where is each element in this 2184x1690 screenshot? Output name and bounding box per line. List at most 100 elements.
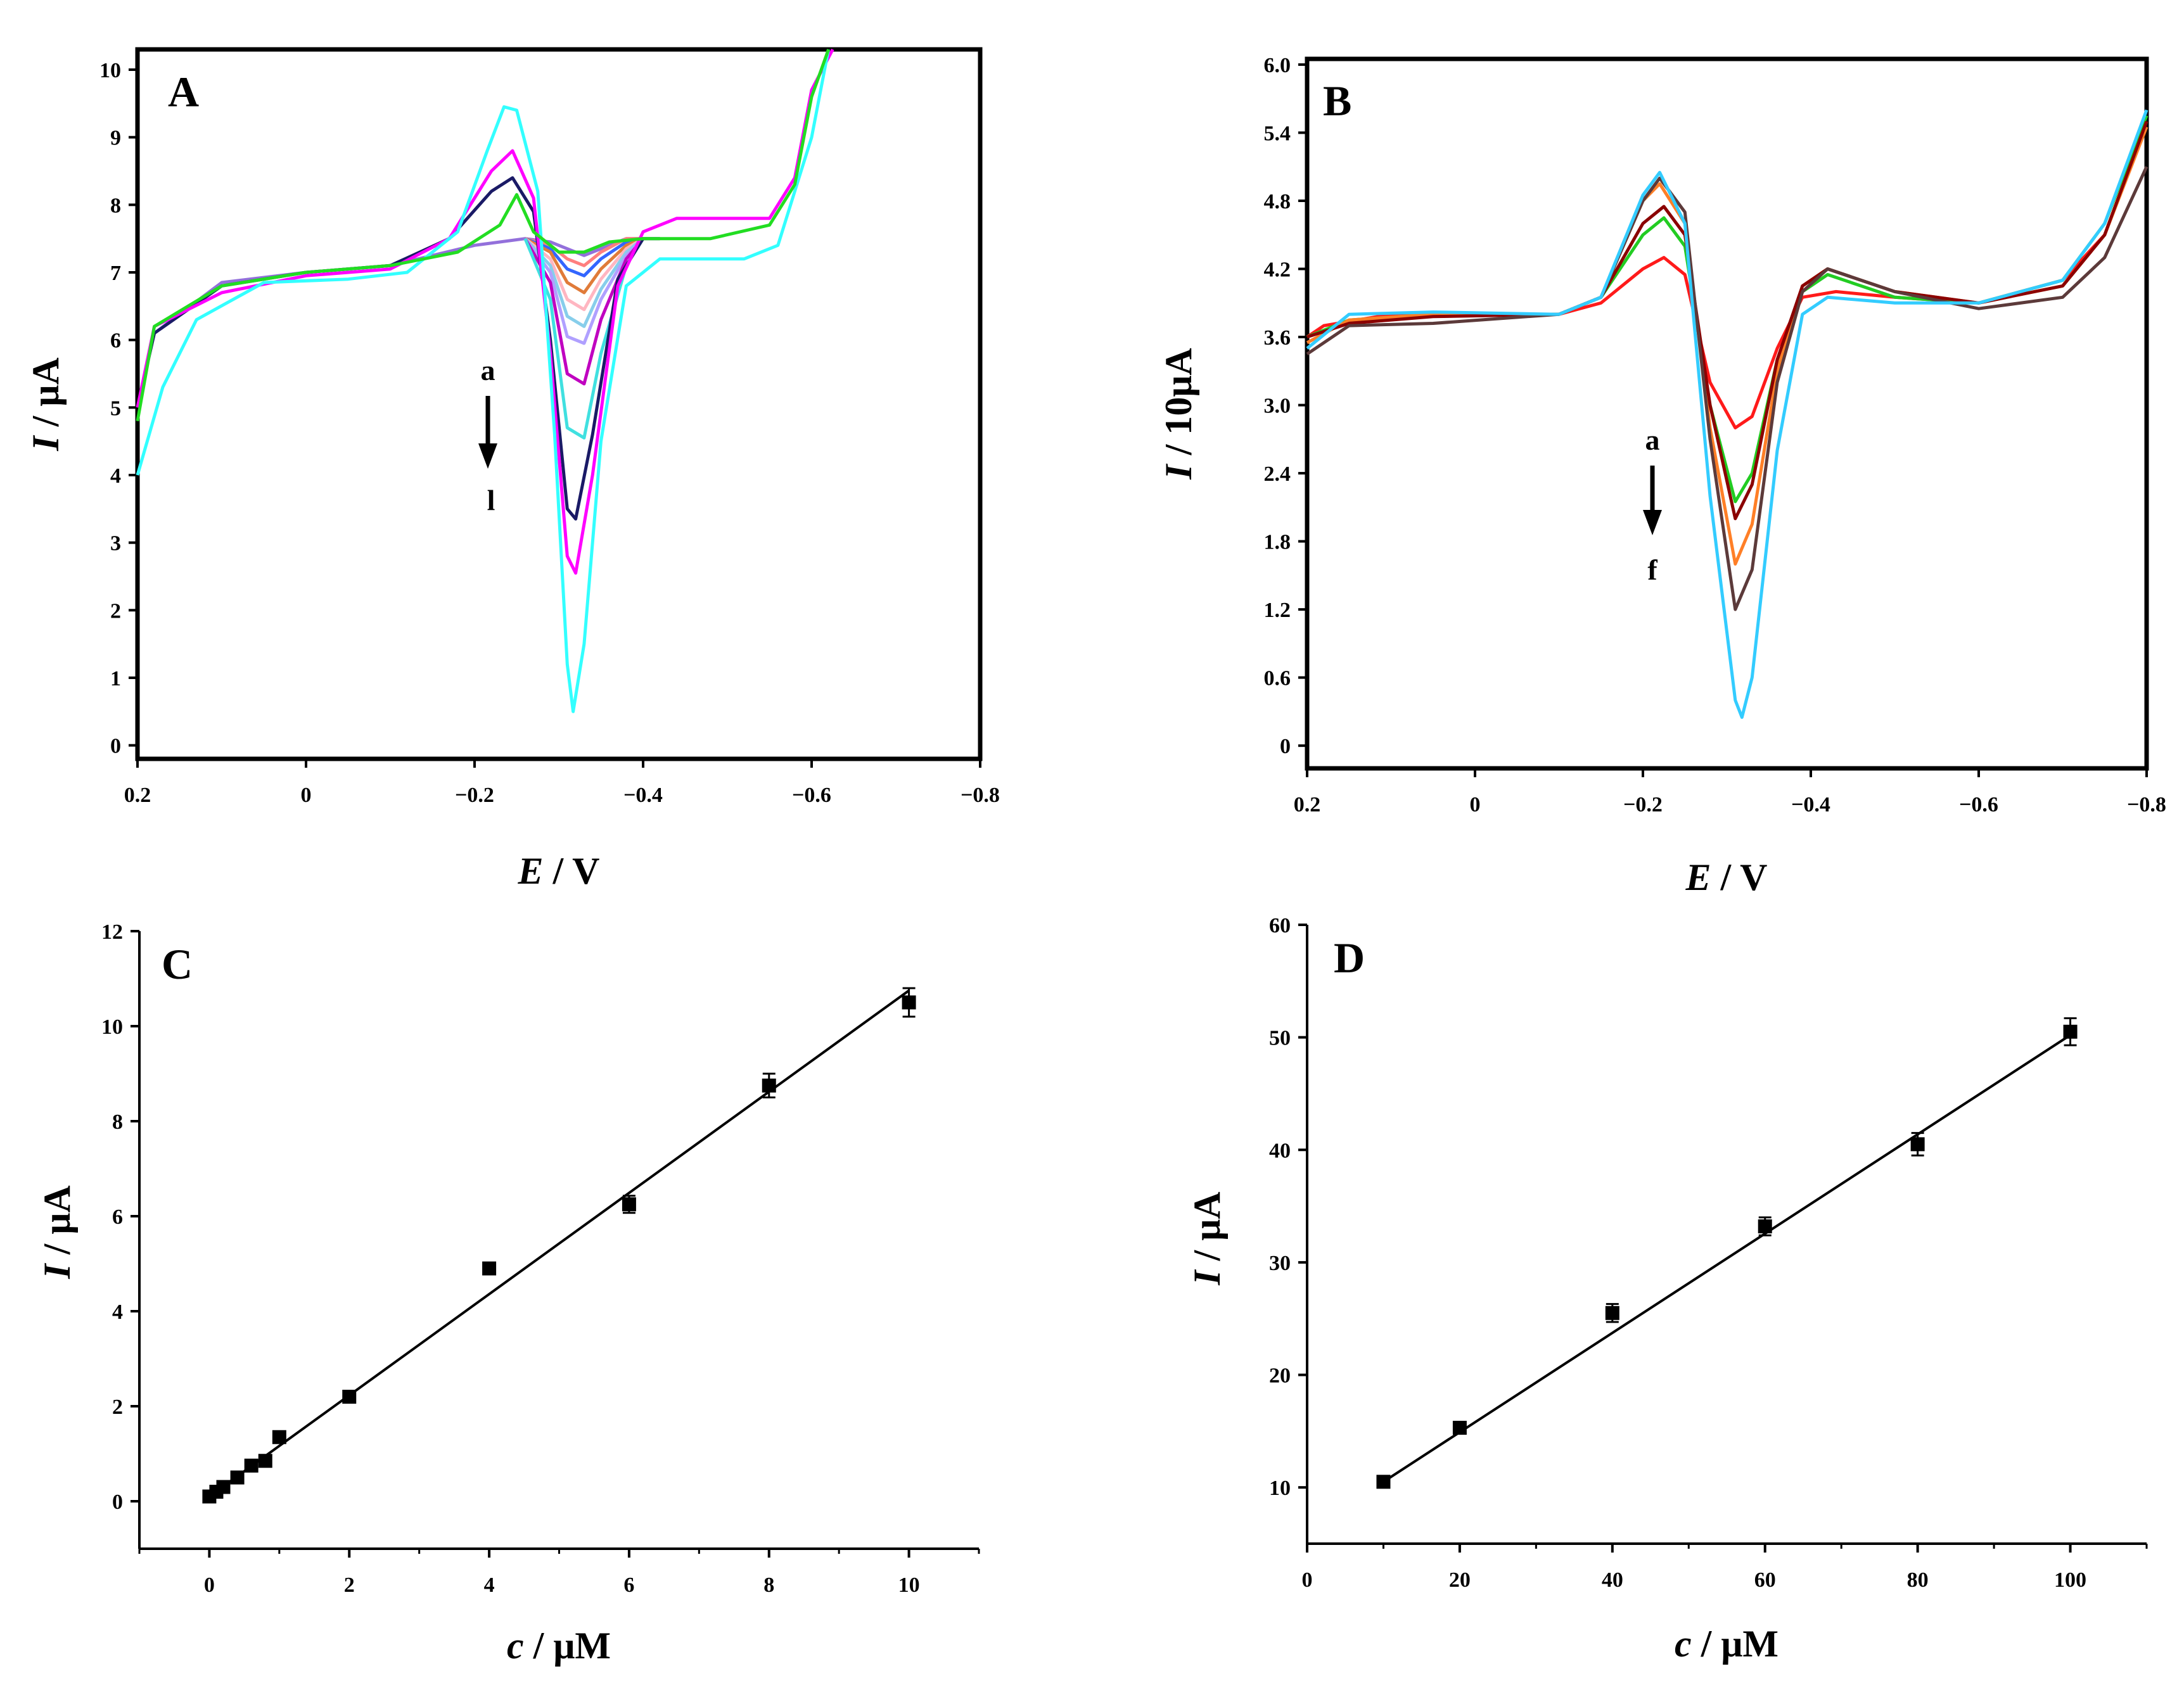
series-line-j xyxy=(136,176,660,521)
x-tick-label: 80 xyxy=(1907,1568,1929,1592)
y-tick-label: 60 xyxy=(1269,914,1291,937)
chart-panel-d: D 0 20 40 60 80 100 10 20 30 40 50 60 c / μM I / μA xyxy=(1186,914,2148,1665)
x-tick-label: −0.4 xyxy=(623,784,663,807)
series-line-e xyxy=(524,237,644,312)
y-tick-label: 6 xyxy=(110,329,121,353)
y-axis-label: I / 10μA xyxy=(1158,348,1199,480)
data-point xyxy=(902,995,916,1010)
y-tick-label: 3.0 xyxy=(1264,395,1291,418)
series-line-g xyxy=(523,237,644,345)
data-point xyxy=(1452,1421,1467,1435)
y-tick-label: 9 xyxy=(110,127,121,150)
x-tick-label: 60 xyxy=(1754,1568,1776,1592)
y-tick-label: 12 xyxy=(101,920,123,944)
data-point xyxy=(482,1261,497,1276)
y-tick-label: 6.0 xyxy=(1264,54,1291,77)
y-tick-label: 0 xyxy=(112,1490,123,1514)
annotation-arrow-head xyxy=(478,443,497,469)
x-tick-label: 0 xyxy=(1470,793,1481,816)
data-points-group xyxy=(202,987,916,1504)
data-point xyxy=(622,1197,636,1212)
y-tick-label: 10 xyxy=(101,1015,123,1039)
annotation-arrow-head xyxy=(1643,510,1662,535)
y-tick-label: 3 xyxy=(110,532,121,556)
x-tick-label: 10 xyxy=(898,1573,920,1597)
y-tick-label: 1.2 xyxy=(1264,599,1291,622)
x-tick-label: 8 xyxy=(763,1573,774,1597)
x-tick-label: −0.2 xyxy=(455,784,494,807)
y-tick-label: 2 xyxy=(110,599,121,623)
y-tick-label: 40 xyxy=(1269,1139,1291,1162)
x-tick-label: 4 xyxy=(484,1573,495,1597)
x-tick-label: 0 xyxy=(301,784,312,807)
data-point xyxy=(1910,1137,1925,1152)
x-tick-label: −0.4 xyxy=(1791,793,1830,816)
axis-ticks: 0.2 0 −0.2 −0.4 −0.6 −0.8 0 0.6 1.2 1.8 2.4 3.0 3.6 4… xyxy=(1264,54,2166,816)
y-tick-label: 2.4 xyxy=(1264,462,1291,486)
fit-line xyxy=(208,989,910,1498)
annotation-start-label: a xyxy=(481,354,495,386)
panel-label: A xyxy=(168,68,199,116)
data-point xyxy=(244,1458,259,1473)
series-line-d xyxy=(1306,120,2149,521)
series-line-h xyxy=(523,238,644,386)
y-tick-label: 10 xyxy=(1269,1477,1291,1500)
data-point xyxy=(272,1430,286,1444)
x-tick-label: 20 xyxy=(1449,1568,1471,1592)
y-tick-label: 5 xyxy=(110,397,121,420)
plot-frame xyxy=(135,47,983,761)
y-tick-label: 1.8 xyxy=(1264,531,1291,554)
trend-annotation: a f xyxy=(1643,424,1662,586)
y-tick-label: 4 xyxy=(112,1300,123,1324)
panel-label: D xyxy=(1334,934,1365,982)
x-tick-label: −0.8 xyxy=(2127,793,2166,816)
series-line-green xyxy=(136,49,830,422)
chart-panel-a: A 0.2 0 −0.2 −0.4 −0.6 −0.8 0 1 2 3 4 5 6 7 8 9 10 a l E… xyxy=(25,47,1000,892)
y-tick-label: 6 xyxy=(112,1205,123,1229)
fit-line xyxy=(1383,1034,2071,1483)
x-tick-label: 0 xyxy=(1302,1568,1313,1592)
series-line-k xyxy=(136,48,834,575)
axis-ticks: 0.2 0 −0.2 −0.4 −0.6 −0.8 0 1 2 3 4 5 6 7 8 9 10 xyxy=(99,59,1000,807)
series-line-d xyxy=(524,237,644,295)
axis-ticks: 0 20 40 60 80 100 10 20 30 40 50 60 xyxy=(1269,914,2148,1592)
data-point xyxy=(1376,1475,1391,1489)
y-tick-label: 4.2 xyxy=(1264,258,1291,282)
series-line-c xyxy=(524,237,644,277)
y-tick-label: 4.8 xyxy=(1264,190,1291,213)
series-line-c xyxy=(1306,126,2149,566)
y-tick-label: 8 xyxy=(112,1110,123,1134)
y-tick-label: 2 xyxy=(112,1395,123,1419)
chart-panel-b: B 0.2 0 −0.2 −0.4 −0.6 −0.8 0 0.6 1.2 1.8 2.4 3.0 3.… xyxy=(1158,54,2166,898)
y-tick-label: 5.4 xyxy=(1264,122,1291,145)
y-tick-label: 0 xyxy=(110,735,121,758)
annotation-end-label: l xyxy=(487,484,495,516)
y-tick-label: 50 xyxy=(1269,1027,1291,1050)
y-axis-label: I / μA xyxy=(36,1185,78,1279)
y-tick-label: 20 xyxy=(1269,1364,1291,1388)
x-tick-label: −0.2 xyxy=(1623,793,1663,816)
x-axis-label: E / V xyxy=(518,850,600,892)
axis-ticks: 0 2 4 6 8 10 0 2 4 6 8 10 12 xyxy=(101,920,980,1597)
y-axis-label: I / μA xyxy=(25,357,67,451)
fit-line-group xyxy=(208,989,910,1498)
x-tick-label: 6 xyxy=(623,1573,634,1597)
trend-annotation: a l xyxy=(478,354,497,516)
y-tick-label: 0 xyxy=(1280,735,1291,758)
y-tick-label: 10 xyxy=(99,59,121,82)
data-point xyxy=(216,1480,231,1494)
annotation-end-label: f xyxy=(1647,554,1657,586)
series-line-e xyxy=(1306,166,2149,611)
y-axis-label: I / μA xyxy=(1186,1191,1228,1285)
data-point xyxy=(762,1078,776,1093)
annotation-start-label: a xyxy=(1645,424,1660,456)
series-line-a xyxy=(1306,120,2149,429)
y-tick-label: 30 xyxy=(1269,1252,1291,1275)
y-tick-label: 7 xyxy=(110,262,121,285)
chart-panel-c: C 0 2 4 6 8 10 0 2 4 6 8 10 12 c / μM I / μA xyxy=(36,920,980,1667)
series-line-f xyxy=(1306,109,2149,719)
x-tick-label: −0.6 xyxy=(1959,793,1998,816)
data-point xyxy=(342,1390,357,1404)
x-tick-label: 0.2 xyxy=(1294,793,1321,816)
